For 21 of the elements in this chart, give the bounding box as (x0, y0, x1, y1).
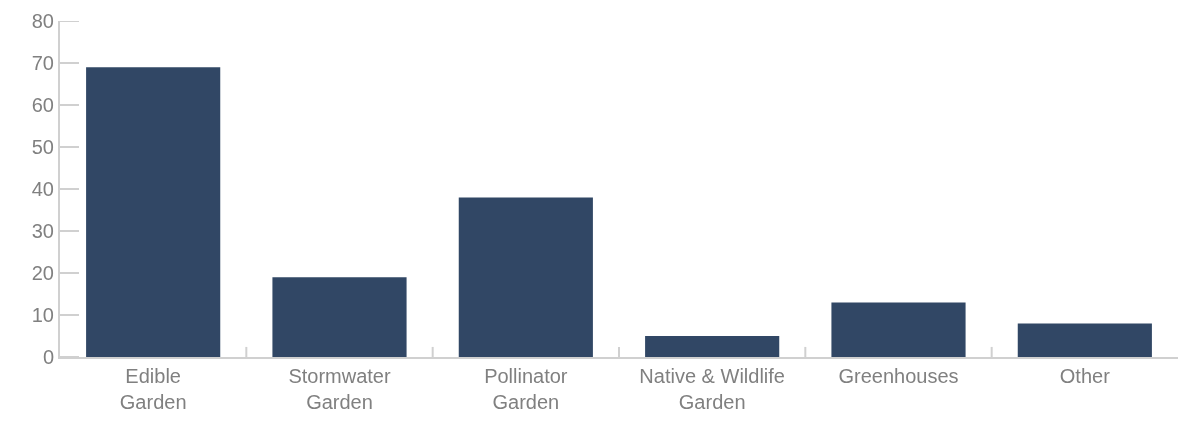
y-tick-label: 40 (31, 178, 54, 200)
y-tick-label: 20 (31, 262, 54, 284)
bar (831, 302, 966, 357)
y-tick-label: 0 (42, 346, 54, 368)
y-tick-label: 60 (31, 94, 54, 116)
x-tick-label: Edible Garden (119, 365, 187, 413)
x-tick-label: Greenhouses (838, 365, 959, 387)
y-tick-label: 50 (31, 136, 54, 158)
x-tick-label: Other (1059, 365, 1111, 387)
bar (272, 277, 407, 357)
y-tick-label: 30 (31, 220, 54, 242)
x-tick-label: Native & Wildlife Garden (639, 365, 785, 413)
bar (86, 67, 221, 357)
bar (458, 197, 593, 357)
y-tick-label: 80 (31, 10, 54, 32)
x-tick-label: Pollinator Garden (484, 365, 568, 413)
bar (645, 336, 780, 357)
bar (1017, 323, 1152, 357)
y-tick-label: 70 (31, 52, 54, 74)
y-tick-label: 10 (31, 304, 54, 326)
x-tick-label: Stormwater Garden (288, 365, 391, 413)
